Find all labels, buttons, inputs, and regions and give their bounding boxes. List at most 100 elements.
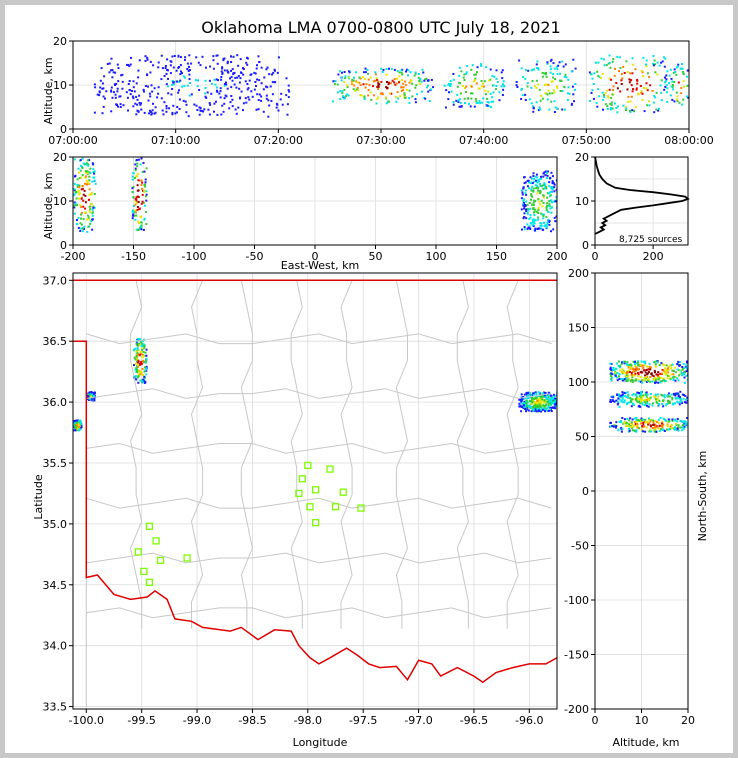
map-ytick-label: 35.0 [43,518,68,531]
ta-source-cell [400,86,403,89]
ta-source-cell [118,95,121,98]
ew-source-cell [76,223,78,225]
ta-source-cell [182,75,185,78]
ew-source-cell [89,211,92,214]
ta-source-cell [230,86,233,89]
ns-source-cell [642,366,645,369]
ta-source-cell [556,87,559,89]
map-source-cell [532,394,535,397]
ns-source-cell [645,375,648,378]
ta-source-cell [563,75,566,78]
ns-source-cell [682,394,685,397]
ta-source-cell [119,106,122,108]
ta-source-cell [659,84,662,87]
ns-source-cell [659,377,662,380]
map-source-cell [136,348,139,351]
ns-source-cell [668,395,671,398]
ta-source-cell [271,73,273,76]
ta-source-cell [486,100,489,103]
ta-source-cell [367,94,370,97]
ns-source-cell [610,372,613,375]
ta-source-cell [260,99,263,102]
ns-source-cell [631,379,634,382]
ns-cluster [609,416,688,433]
ta-source-cell [231,98,234,101]
ta-source-cell [663,88,666,91]
ta-source-cell [681,63,683,65]
ns-source-cell [626,425,629,427]
ns-source-cell [639,380,642,383]
map-source-cell [88,397,91,400]
ns-source-cell [662,369,665,372]
ta-source-cell [102,95,105,98]
ns-source-cell [627,430,630,433]
ta-source-cell [646,72,649,75]
map-source-cell [552,400,554,403]
ew-source-cell [538,200,541,203]
ta-source-cell [459,101,462,104]
ns-source-cell [639,363,642,366]
ns-source-cell [674,422,677,425]
ta-source-cell [262,88,265,91]
map-ytick-label: 34.0 [43,640,68,653]
ew-source-cell [135,196,138,199]
ta-source-cell [116,87,119,90]
ta-source-cell [561,108,564,111]
map-ytick-label: 37.0 [43,274,68,287]
ta-source-cell [196,109,199,111]
ta-source-cell [634,68,637,71]
ta-source-cell [447,98,450,101]
map-source-cell [523,406,526,409]
ew-source-cell [532,206,535,209]
ew-source-cell [531,204,534,206]
ta-source-cell [641,92,644,95]
ew-source-cell [73,204,76,207]
ta-source-cell [677,81,680,84]
ns-source-cell [615,426,617,429]
ew-source-cell [523,176,526,179]
map-source-cell [553,401,556,404]
map-source-cell [137,373,140,376]
ta-source-cell [167,85,170,88]
ew-source-cell [81,167,84,169]
ta-source-cell [535,87,538,89]
ns-source-cell [648,365,651,368]
ta-source-cell [177,54,180,57]
ns-source-cell [633,370,636,373]
ta-source-cell [682,98,685,101]
ta-source-cell [219,90,222,93]
ta-source-cell [163,101,166,104]
ew-source-cell [78,197,80,200]
ta-source-cell [458,66,461,69]
ta-source-cell [215,100,217,103]
ta-source-cell [553,100,556,103]
ns-source-cell [631,418,634,421]
ta-source-cell [168,107,171,110]
ns-source-cell [677,424,680,427]
ew-source-cell [537,218,540,221]
ta-cluster [93,54,291,118]
ta-source-cell [183,85,186,88]
ta-source-cell [522,76,525,78]
ns-source-cell [660,372,663,375]
ns-source-cell [622,371,625,374]
ns-xlabel: Altitude, km [612,736,679,749]
map-source-cell [524,408,527,410]
ta-source-cell [608,77,611,80]
map-source-cell [538,405,540,408]
ns-source-cell [659,416,662,419]
ta-source-cell [201,110,204,113]
ew-source-cell [528,217,531,220]
ta-source-cell [225,83,228,86]
ta-source-cell [180,56,182,59]
ta-source-cell [405,70,407,73]
ta-source-cell [463,73,466,76]
ta-source-cell [359,94,362,96]
ew-source-cell [142,162,145,164]
ta-source-cell [135,95,138,98]
ew-source-cell [535,187,538,190]
ns-source-cell [654,365,657,368]
map-source-cell [525,393,528,396]
map-source-cell [141,348,143,351]
ta-source-cell [250,90,253,93]
